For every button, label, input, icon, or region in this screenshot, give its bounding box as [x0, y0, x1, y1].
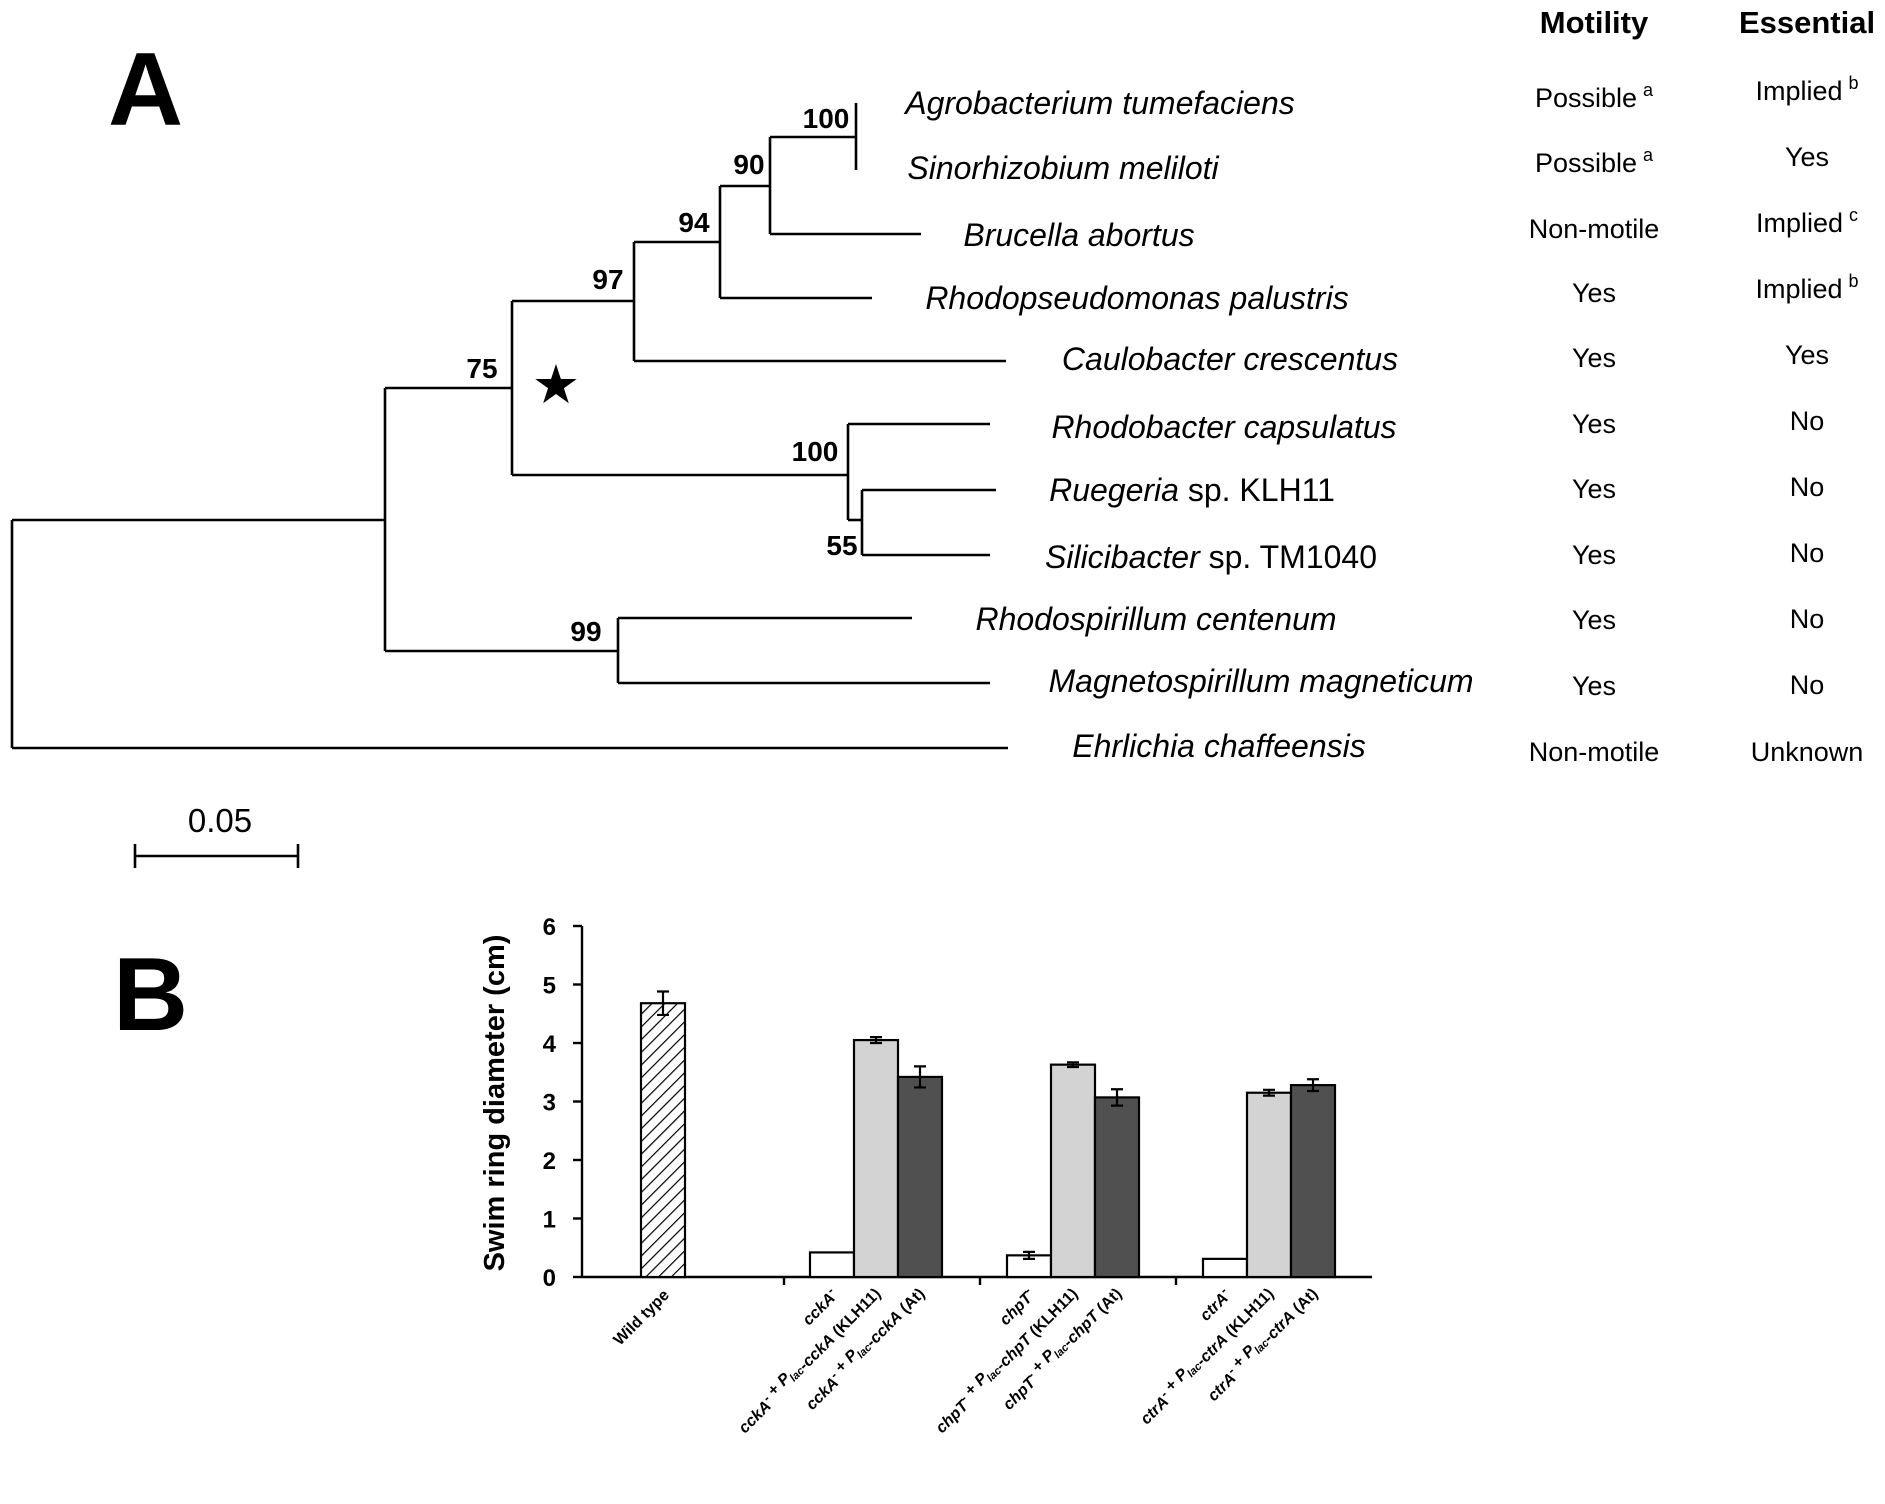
y-tick-label: 4 — [543, 1031, 557, 1058]
bar — [1049, 1063, 1097, 1279]
x-tick-label: ctrA- — [1194, 1283, 1235, 1324]
header-essential: Essential — [1739, 5, 1875, 40]
bootstrap-value: 100 — [803, 103, 850, 134]
bars — [639, 990, 1337, 1279]
motility-column: Possible a Possible a Non-motile Yes Yes Y… — [1529, 80, 1660, 767]
motility-cell: Yes — [1572, 474, 1616, 504]
bar — [1093, 1096, 1141, 1279]
y-tick-label: 6 — [543, 914, 556, 941]
motility-cell: Non-motile — [1529, 214, 1660, 244]
panel-b: B Swim ring diameter (cm) 0 1 2 3 4 5 6 Wild t… — [113, 914, 1372, 1437]
bootstrap-value: 100 — [792, 436, 839, 467]
essential-cell: No — [1790, 472, 1825, 502]
error-bar — [657, 990, 669, 1017]
taxon-label: Agrobacterium tumefaciens — [903, 85, 1295, 121]
header-motility: Motility — [1540, 5, 1649, 40]
motility-cell: Yes — [1572, 278, 1616, 308]
motility-cell: Yes — [1572, 409, 1616, 439]
essential-cell: Yes — [1785, 340, 1829, 370]
essential-cell: Yes — [1785, 142, 1829, 172]
error-bar — [1067, 1061, 1079, 1069]
phylogenetic-tree — [10, 103, 1008, 750]
y-tick-label: 0 — [543, 1265, 556, 1292]
bootstrap-value: 75 — [466, 353, 497, 384]
group-separator — [782, 1277, 1178, 1285]
error-bar — [1307, 1078, 1319, 1093]
essential-cell: Implied b — [1755, 73, 1858, 106]
bootstrap-value: 55 — [826, 530, 857, 561]
motility-cell: Non-motile — [1529, 737, 1660, 767]
scale-bar: 0.05 — [133, 802, 300, 868]
error-bar — [870, 1036, 882, 1045]
bar — [852, 1038, 900, 1279]
taxon-label: Magnetospirillum magneticum — [1048, 663, 1473, 699]
star-icon: ★ — [532, 353, 580, 416]
taxon-labels: Agrobacterium tumefaciens Sinorhizobium … — [903, 85, 1473, 764]
taxon-label: Rhodopseudomonas palustris — [925, 280, 1348, 316]
bootstrap-value: 94 — [678, 207, 710, 238]
motility-cell: Possible a — [1535, 145, 1654, 178]
motility-cell: Yes — [1572, 540, 1616, 570]
bar — [896, 1075, 944, 1279]
panel-a-label: A — [108, 32, 183, 148]
taxon-label: Caulobacter crescentus — [1062, 341, 1398, 377]
bootstrap-value: 97 — [592, 264, 623, 295]
taxon-label: Silicibacter sp. TM1040 — [1045, 539, 1377, 575]
essential-cell: Implied b — [1755, 271, 1858, 304]
bootstrap-value: 90 — [733, 149, 764, 180]
error-bar — [1023, 1250, 1035, 1260]
bar-chart: 0 1 2 3 4 5 6 Wild type cckA-cckA- + Plac-cckA … — [543, 914, 1372, 1437]
bar — [1289, 1084, 1337, 1279]
bootstrap-value: 99 — [570, 616, 601, 647]
y-tick-label: 5 — [543, 973, 556, 1000]
x-tick-labels: Wild type cckA-cckA- + Plac-cckA (KLH11)c… — [611, 1283, 1322, 1437]
essential-cell: No — [1790, 406, 1825, 436]
taxon-label: Sinorhizobium meliloti — [907, 150, 1219, 186]
bar — [639, 1002, 687, 1279]
x-tick-label: Wild type — [611, 1287, 673, 1349]
essential-column: Implied b Yes Implied c Implied b Yes No No… — [1751, 73, 1864, 767]
taxon-label: Ehrlichia chaffeensis — [1072, 728, 1365, 764]
y-ticks: 0 1 2 3 4 5 6 — [543, 914, 582, 1292]
motility-cell: Yes — [1572, 671, 1616, 701]
y-axis-label: Swim ring diameter (cm) — [479, 935, 511, 1272]
essential-cell: Unknown — [1751, 737, 1864, 767]
motility-cell: Yes — [1572, 343, 1616, 373]
panel-b-label: B — [113, 937, 188, 1053]
error-bar — [914, 1065, 926, 1089]
motility-cell: Possible a — [1535, 80, 1654, 113]
y-tick-label: 1 — [543, 1207, 556, 1234]
taxon-label: Rhodospirillum centenum — [975, 601, 1336, 637]
motility-cell: Yes — [1572, 605, 1616, 635]
y-tick-label: 3 — [543, 1090, 556, 1117]
y-tick-label: 2 — [543, 1148, 556, 1175]
panel-a: A Motility Essential — [10, 5, 1875, 868]
essential-cell: No — [1790, 538, 1825, 568]
taxon-label: Ruegeria sp. KLH11 — [1049, 472, 1335, 508]
scale-bar-line — [133, 844, 300, 868]
essential-cell: No — [1790, 670, 1825, 700]
bar — [1201, 1257, 1249, 1279]
essential-cell: Implied c — [1756, 205, 1858, 238]
bar — [1245, 1091, 1293, 1279]
error-bar — [1263, 1088, 1275, 1097]
error-bar — [1111, 1088, 1123, 1107]
essential-cell: No — [1790, 604, 1825, 634]
bootstrap-values: 100 90 94 97 75 100 55 99 — [466, 103, 857, 647]
scale-bar-label: 0.05 — [188, 802, 252, 839]
bar — [808, 1251, 856, 1279]
taxon-label: Brucella abortus — [963, 217, 1194, 253]
taxon-label: Rhodobacter capsulatus — [1051, 409, 1396, 445]
